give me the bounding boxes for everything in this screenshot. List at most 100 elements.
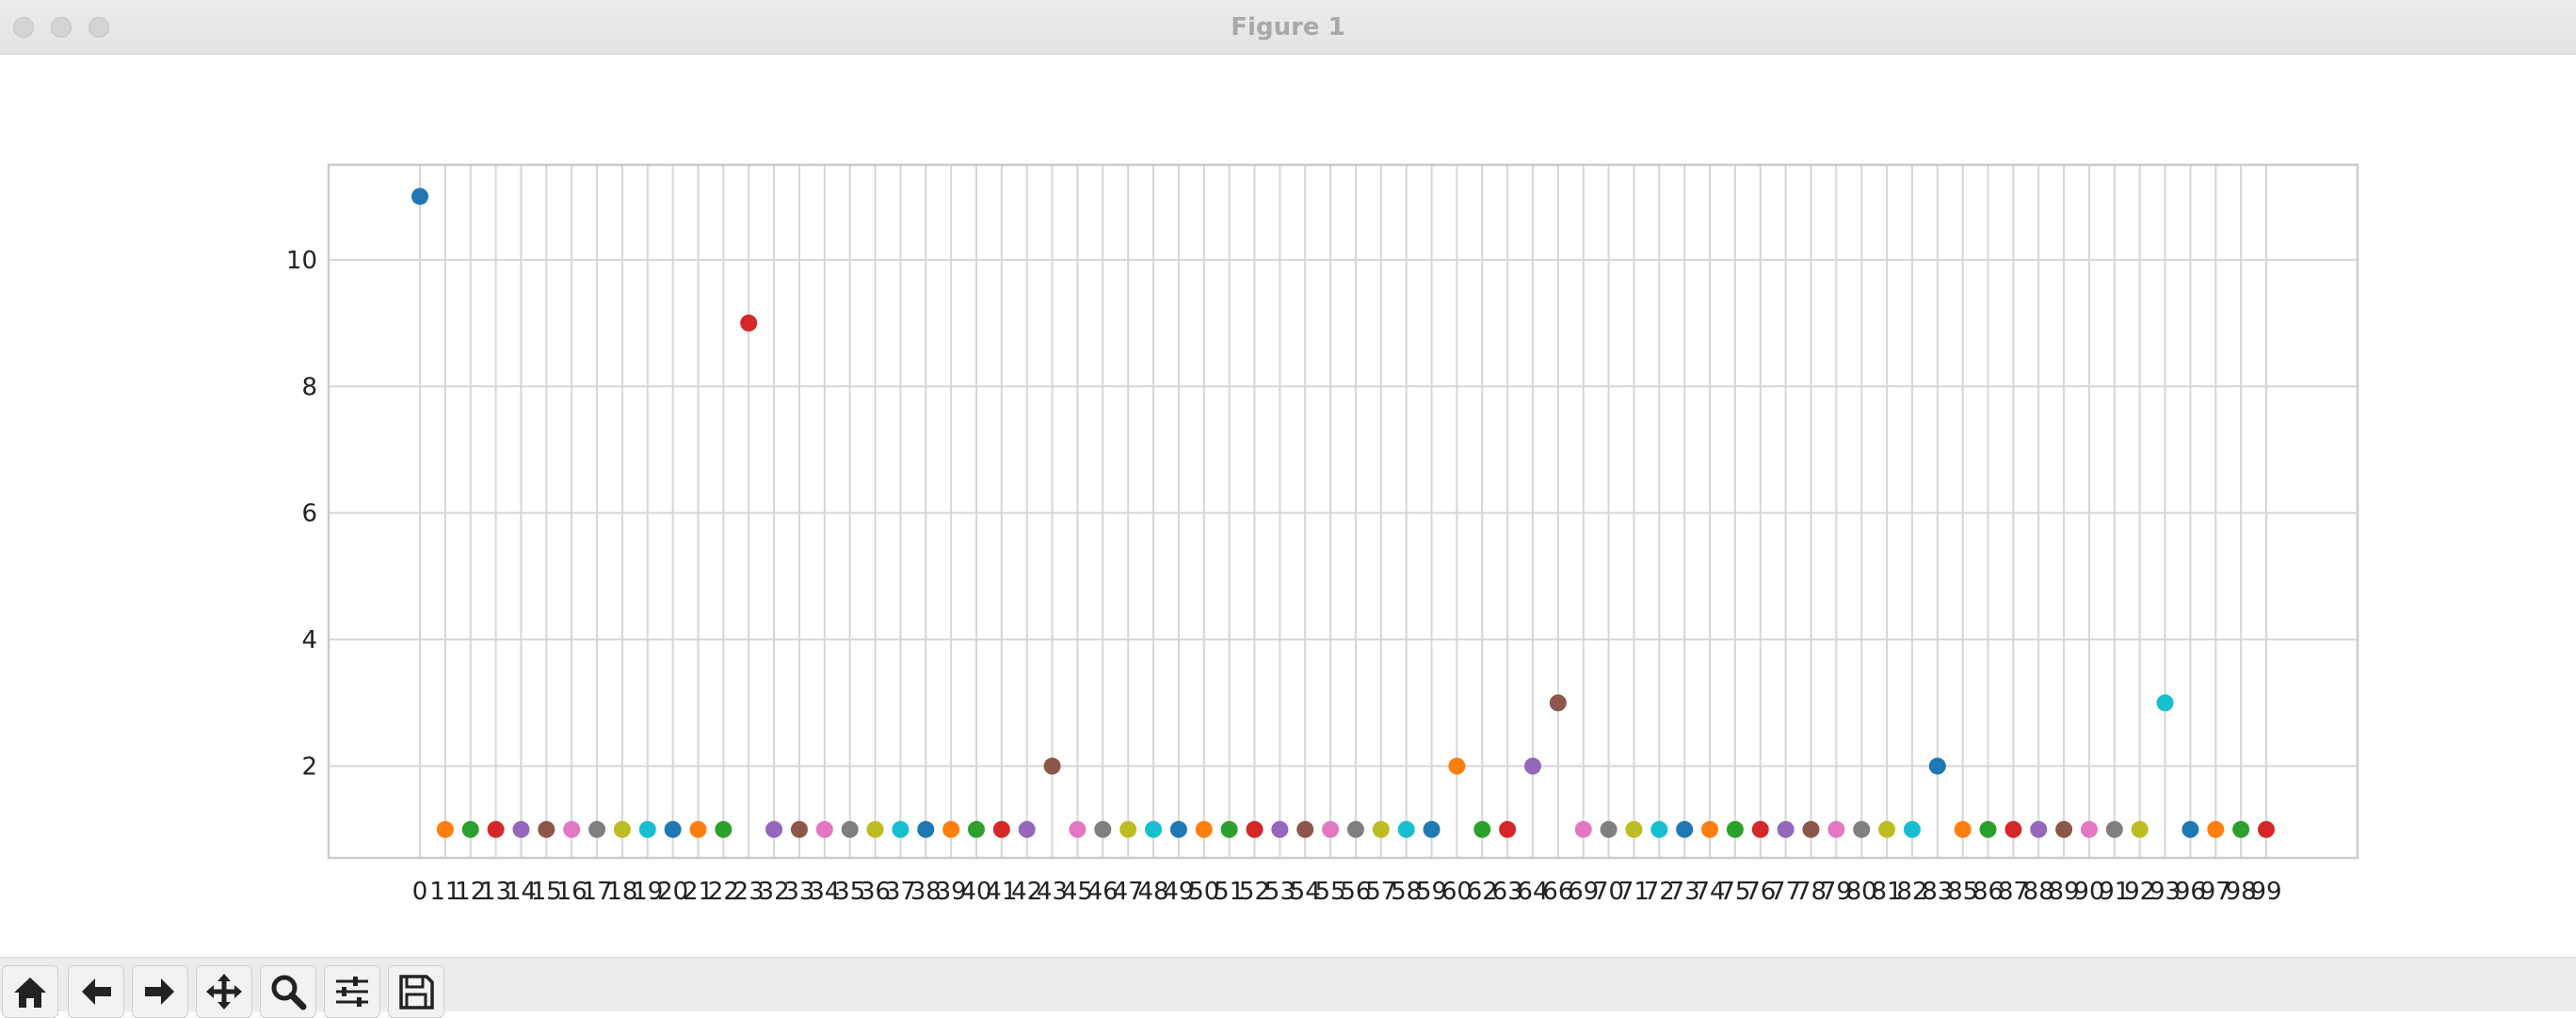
close-window-button[interactable]: [13, 17, 34, 38]
home-button[interactable]: [2, 965, 58, 1018]
data-point: [689, 820, 707, 838]
x-tick-label: 52: [1239, 878, 1270, 906]
y-tick-label: 6: [301, 500, 317, 528]
configure-subplots-button[interactable]: [324, 965, 380, 1018]
minimize-window-button[interactable]: [51, 17, 72, 38]
data-point: [1549, 694, 1567, 712]
data-point: [1625, 820, 1643, 838]
data-point: [1701, 820, 1719, 838]
x-tick-label: 53: [1264, 878, 1296, 906]
magnifier-icon: [271, 975, 307, 1010]
data-point: [1827, 820, 1845, 838]
data-point: [1397, 820, 1415, 838]
data-point: [917, 820, 935, 838]
x-tick-label: 0: [412, 878, 428, 906]
x-tick-label: 99: [2250, 878, 2281, 906]
x-tick-label: 97: [2200, 878, 2231, 906]
data-point: [1600, 820, 1618, 838]
data-point: [1043, 757, 1061, 775]
back-button[interactable]: [68, 965, 124, 1018]
data-point: [1271, 820, 1289, 838]
data-point: [2156, 694, 2174, 712]
x-tick-label: 42: [1011, 878, 1042, 906]
data-point: [2232, 820, 2250, 838]
x-tick-label: 17: [581, 878, 612, 906]
plot-area: [329, 165, 2358, 858]
data-point: [1499, 820, 1517, 838]
data-point: [664, 820, 682, 838]
x-tick-label: 56: [1340, 878, 1371, 906]
data-point: [2182, 820, 2199, 838]
data-point: [1018, 820, 1036, 838]
data-point: [2080, 820, 2098, 838]
zoom-button[interactable]: [260, 965, 316, 1018]
x-tick-label: 39: [936, 878, 967, 906]
data-point: [588, 820, 606, 838]
data-point: [563, 820, 581, 838]
data-point: [638, 820, 656, 838]
x-tick-label: 91: [2099, 878, 2130, 906]
y-tick-label: 8: [301, 373, 317, 401]
data-point: [436, 820, 454, 838]
data-point: [1903, 820, 1921, 838]
data-point: [1574, 820, 1592, 838]
x-tick-label: 34: [809, 878, 840, 906]
x-tick-label: 23: [733, 878, 765, 906]
x-tick-label: 15: [531, 878, 562, 906]
zoom-window-button[interactable]: [89, 17, 109, 38]
x-tick-label: 86: [1972, 878, 2004, 906]
x-tick-label: 83: [1922, 878, 1953, 906]
x-tick-label: 46: [1087, 878, 1119, 906]
data-point: [512, 820, 530, 838]
x-tick-label: 76: [1745, 878, 1776, 906]
x-tick-label: 82: [1896, 878, 1927, 906]
data-point: [1296, 820, 1314, 838]
x-tick-label: 98: [2226, 878, 2257, 906]
floppy-disk-icon: [399, 975, 434, 1010]
data-point: [1878, 820, 1896, 838]
data-point: [1069, 820, 1087, 838]
data-point: [740, 315, 758, 332]
x-tick-label: 62: [1467, 878, 1498, 906]
data-point: [1448, 757, 1466, 775]
x-tick-label: 96: [2175, 878, 2206, 906]
data-point: [2131, 820, 2149, 838]
data-point: [1979, 820, 1997, 838]
x-tick-label: 93: [2149, 878, 2181, 906]
data-point: [866, 820, 884, 838]
data-point: [765, 820, 783, 838]
data-point: [1523, 757, 1541, 775]
x-tick-label: 70: [1593, 878, 1624, 906]
x-tick-label: 47: [1113, 878, 1144, 906]
data-point: [992, 820, 1010, 838]
data-point: [1145, 820, 1163, 838]
figure-canvas[interactable]: 2 4 6 8 10 0 11 12 13 14 15 16 17 18 19 20 21 22 23 32 33 34 3…: [0, 55, 2576, 957]
x-tick-label: 64: [1517, 878, 1548, 906]
x-tick-label: 75: [1719, 878, 1750, 906]
data-point: [2055, 820, 2073, 838]
x-tick-label: 72: [1644, 878, 1675, 906]
x-tick-label: 77: [1770, 878, 1801, 906]
forward-button[interactable]: [132, 965, 188, 1018]
data-point: [1372, 820, 1390, 838]
arrow-left-icon: [82, 978, 111, 1005]
sliders-icon: [336, 977, 368, 1007]
data-point: [892, 820, 910, 838]
data-point: [942, 820, 960, 838]
navigation-toolbar: [0, 957, 2576, 1018]
x-tick-label: 33: [783, 878, 814, 906]
x-tick-label: 35: [834, 878, 865, 906]
save-button[interactable]: [388, 965, 444, 1018]
x-tick-label: 22: [708, 878, 739, 906]
data-point: [461, 820, 479, 838]
data-point: [790, 820, 808, 838]
y-tick-label: 10: [286, 247, 317, 275]
x-tick-label: 48: [1137, 878, 1168, 906]
x-tick-label: 18: [606, 878, 637, 906]
pan-button[interactable]: [196, 965, 252, 1018]
data-point: [815, 820, 833, 838]
data-point: [2258, 820, 2275, 838]
data-point: [1650, 820, 1668, 838]
x-tick-label: 85: [1947, 878, 1978, 906]
